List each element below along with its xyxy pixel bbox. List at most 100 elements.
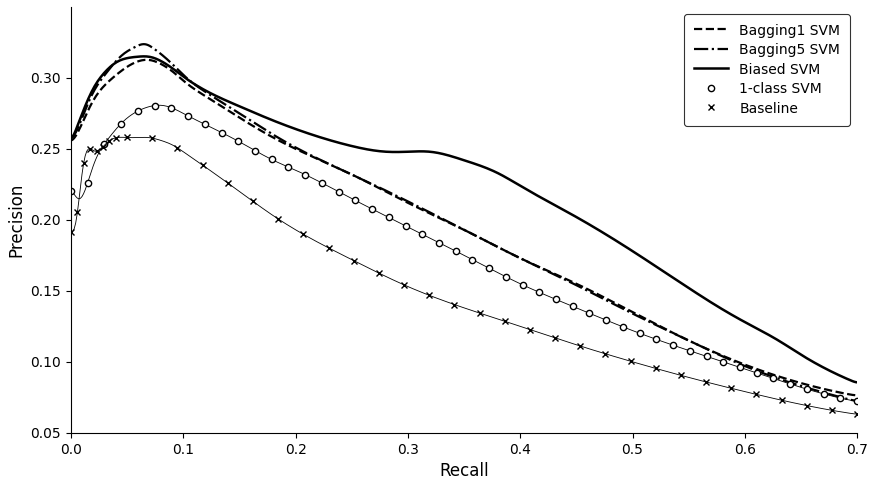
Bagging1 SVM <box>441 218 452 224</box>
1-class SVM <box>702 354 712 359</box>
Baseline <box>172 145 183 151</box>
Line: 1-class SVM: 1-class SVM <box>68 102 860 404</box>
Legend: Bagging1 SVM, Bagging5 SVM, Biased SVM, 1-class SVM, Baseline: Bagging1 SVM, Bagging5 SVM, Biased SVM, … <box>684 14 850 126</box>
1-class SVM <box>500 274 511 280</box>
1-class SVM <box>99 141 109 147</box>
Biased SVM <box>445 153 456 159</box>
Baseline <box>66 229 76 235</box>
1-class SVM <box>668 342 678 348</box>
Bagging5 SVM <box>536 265 546 271</box>
1-class SVM <box>333 189 344 195</box>
Baseline <box>122 134 132 140</box>
1-class SVM <box>300 172 311 178</box>
Baseline <box>104 138 115 144</box>
Baseline <box>248 199 258 205</box>
1-class SVM <box>601 317 612 323</box>
Baseline <box>500 318 510 324</box>
Bagging1 SVM <box>66 138 76 144</box>
1-class SVM <box>166 105 177 111</box>
1-class SVM <box>517 282 528 288</box>
1-class SVM <box>267 156 277 162</box>
1-class SVM <box>451 248 461 254</box>
1-class SVM <box>718 359 729 365</box>
Line: Biased SVM: Biased SVM <box>71 56 858 382</box>
Bagging1 SVM <box>852 393 863 398</box>
Bagging1 SVM <box>536 264 546 270</box>
Baseline <box>348 258 359 263</box>
1-class SVM <box>150 103 160 109</box>
Baseline <box>575 343 585 349</box>
Bagging1 SVM <box>142 57 152 63</box>
1-class SVM <box>835 395 845 401</box>
1-class SVM <box>651 337 662 342</box>
Bagging5 SVM <box>493 244 503 250</box>
Bagging5 SVM <box>138 41 149 47</box>
Baseline <box>273 216 284 222</box>
1-class SVM <box>367 206 377 212</box>
Biased SVM <box>493 170 503 176</box>
1-class SVM <box>534 289 544 295</box>
Bagging1 SVM <box>711 350 722 356</box>
Baseline <box>424 292 435 298</box>
Line: Baseline: Baseline <box>68 134 860 417</box>
1-class SVM <box>768 375 779 381</box>
Baseline <box>323 245 333 251</box>
1-class SVM <box>618 324 628 330</box>
1-class SVM <box>350 198 360 204</box>
Baseline <box>198 162 208 168</box>
1-class SVM <box>383 214 394 220</box>
Bagging1 SVM <box>835 390 845 395</box>
1-class SVM <box>400 223 410 229</box>
1-class SVM <box>233 138 243 144</box>
1-class SVM <box>66 188 76 194</box>
Baseline <box>525 327 536 333</box>
Baseline <box>626 358 636 364</box>
Bagging5 SVM <box>66 135 76 141</box>
Baseline <box>650 366 661 372</box>
1-class SVM <box>116 121 126 127</box>
1-class SVM <box>550 297 561 302</box>
1-class SVM <box>284 164 294 170</box>
Baseline <box>110 135 121 141</box>
Baseline <box>600 351 611 356</box>
Bagging5 SVM <box>445 220 456 226</box>
Baseline <box>474 310 485 316</box>
Biased SVM <box>852 379 863 385</box>
1-class SVM <box>568 303 578 309</box>
Baseline <box>550 335 560 341</box>
1-class SVM <box>133 108 144 114</box>
Baseline <box>147 135 158 141</box>
Bagging1 SVM <box>445 221 456 226</box>
1-class SVM <box>317 180 327 186</box>
Baseline <box>676 373 686 378</box>
Biased SVM <box>138 54 149 59</box>
1-class SVM <box>200 121 210 127</box>
1-class SVM <box>818 391 829 397</box>
Biased SVM <box>835 373 845 378</box>
1-class SVM <box>684 348 695 354</box>
1-class SVM <box>417 231 428 237</box>
Baseline <box>751 392 761 397</box>
Baseline <box>374 270 384 276</box>
Baseline <box>827 408 837 413</box>
1-class SVM <box>484 265 494 271</box>
Line: Bagging5 SVM: Bagging5 SVM <box>71 44 858 401</box>
Baseline <box>726 385 737 391</box>
Y-axis label: Precision: Precision <box>7 183 25 257</box>
1-class SVM <box>802 386 812 392</box>
Bagging5 SVM <box>711 351 722 356</box>
1-class SVM <box>216 130 227 135</box>
Baseline <box>222 180 233 186</box>
1-class SVM <box>183 113 193 119</box>
Baseline <box>72 209 82 215</box>
Bagging5 SVM <box>835 394 845 400</box>
1-class SVM <box>735 364 746 370</box>
Biased SVM <box>536 194 546 200</box>
1-class SVM <box>467 257 478 262</box>
Line: Bagging1 SVM: Bagging1 SVM <box>71 60 858 395</box>
X-axis label: Recall: Recall <box>439 462 489 480</box>
Baseline <box>399 282 410 288</box>
Baseline <box>701 379 711 385</box>
Baseline <box>852 411 863 417</box>
1-class SVM <box>249 148 260 153</box>
